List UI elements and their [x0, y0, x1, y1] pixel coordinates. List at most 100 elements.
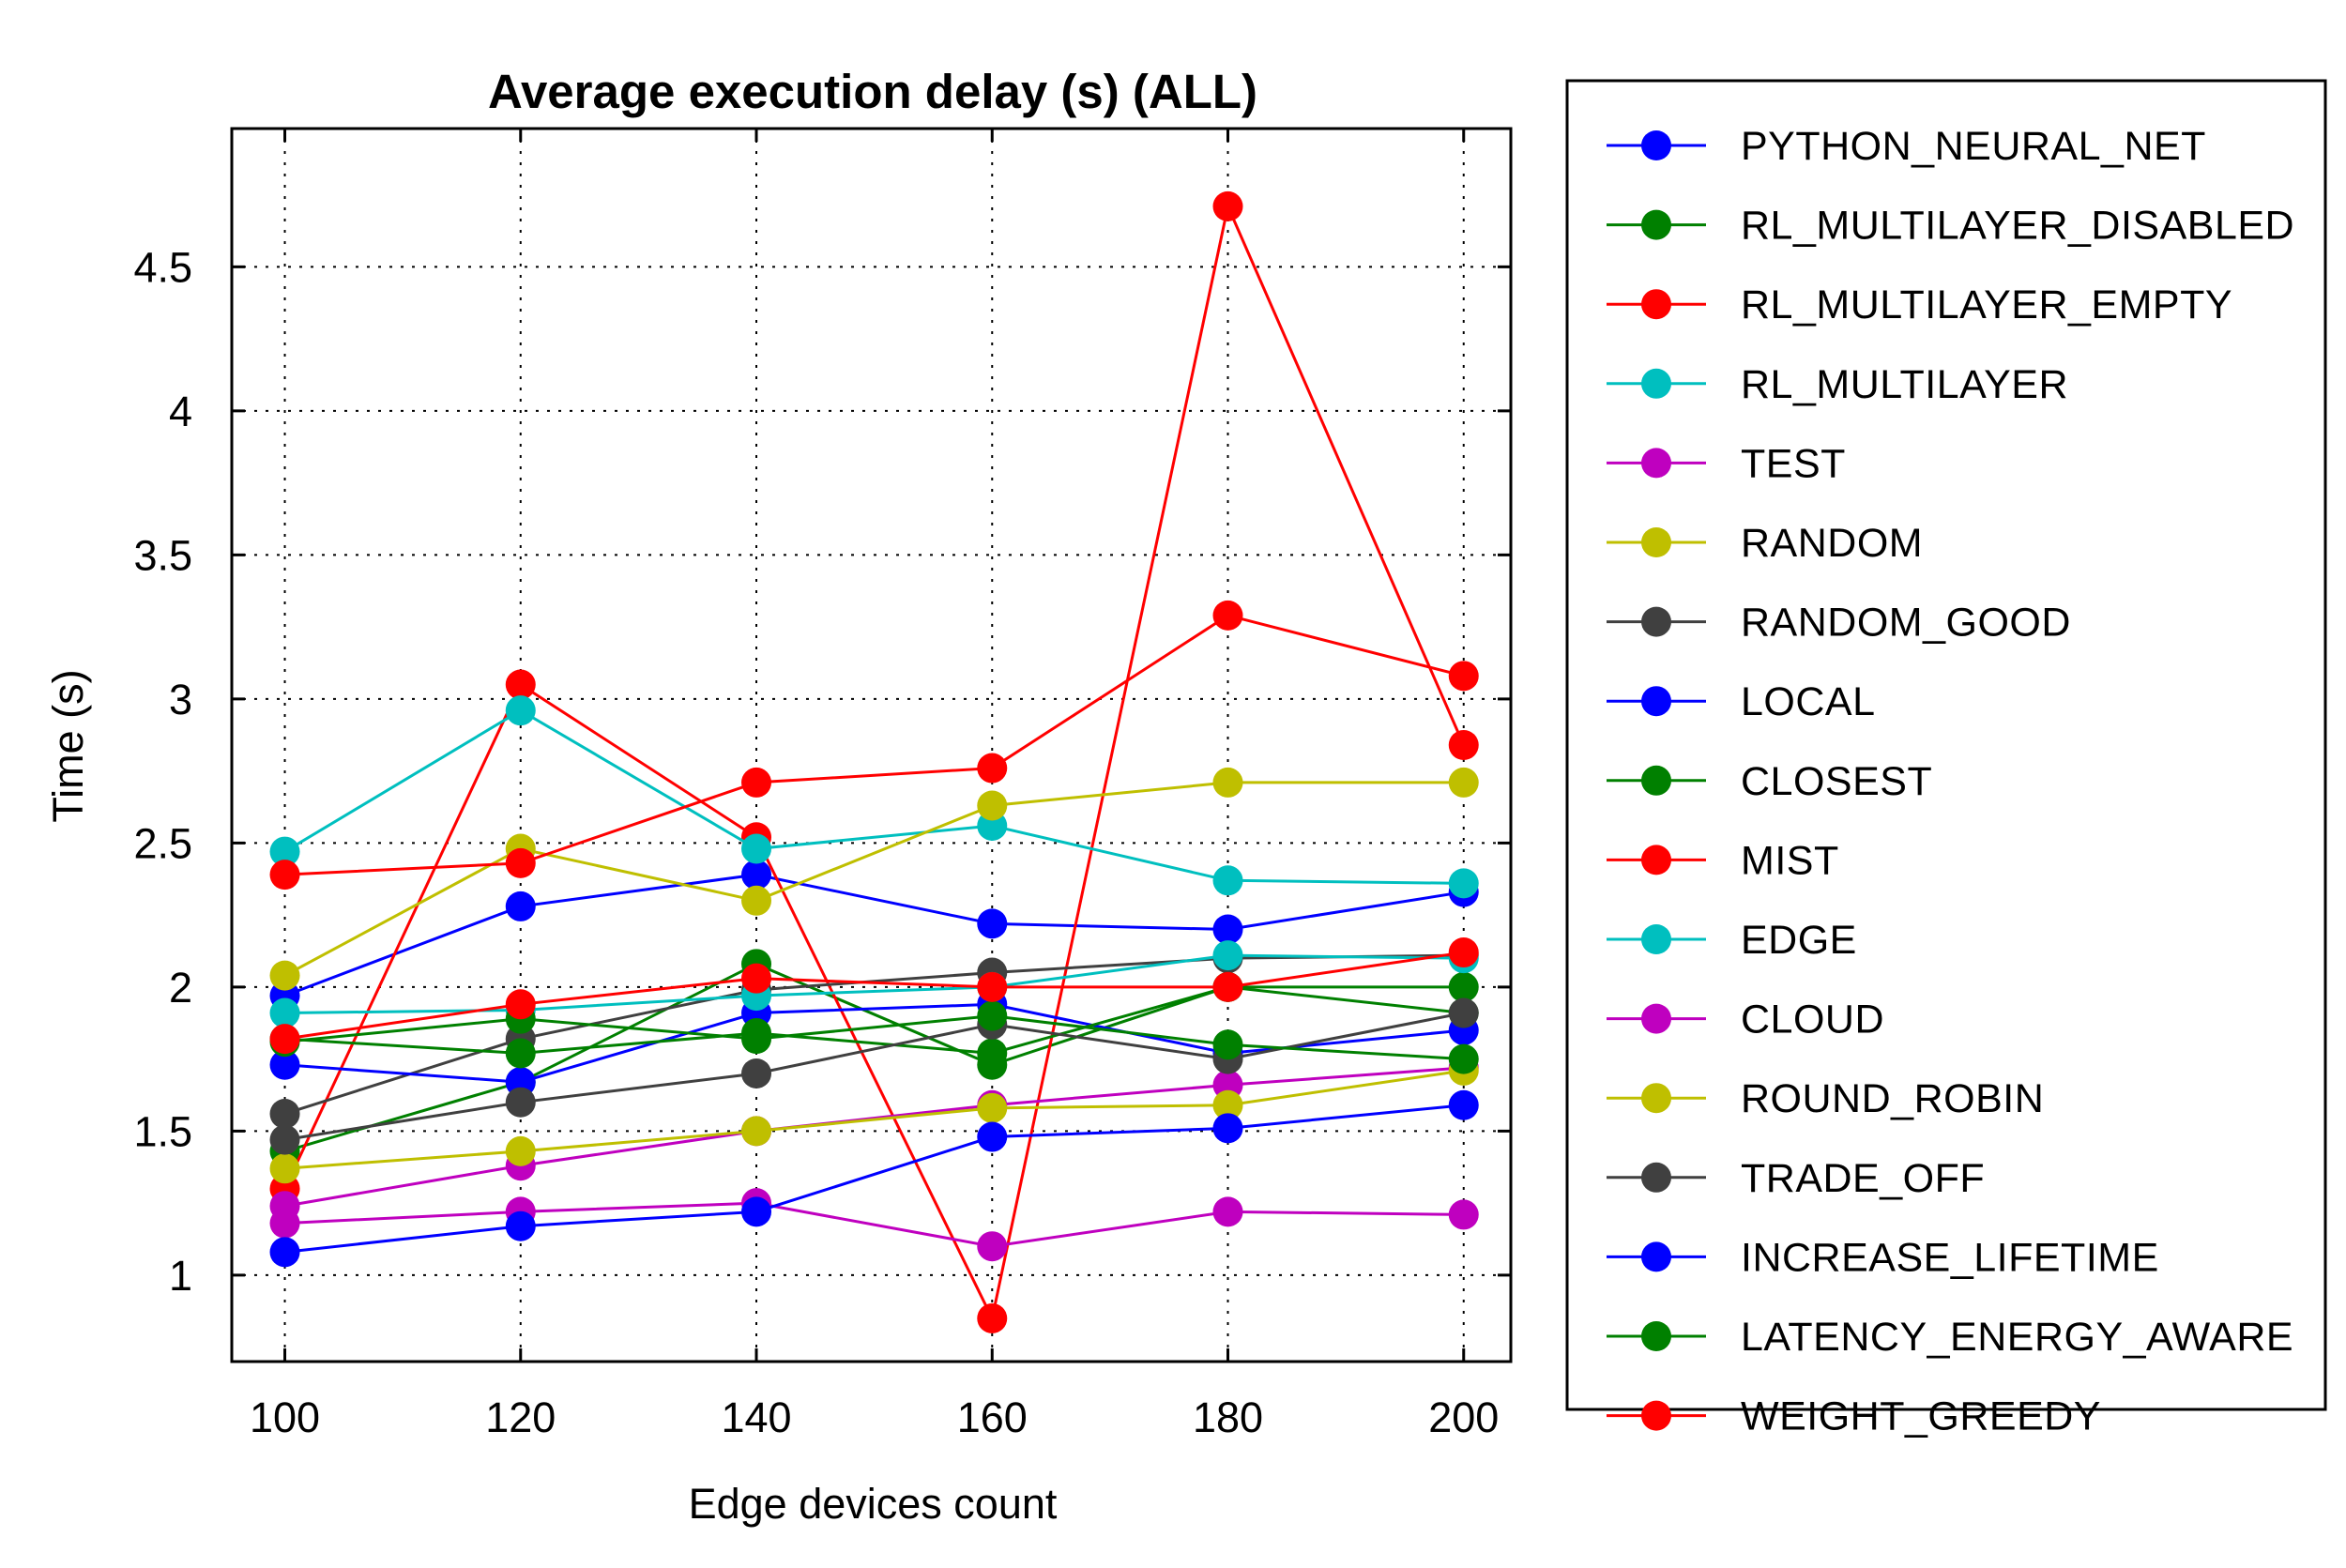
- legend-label: RANDOM: [1741, 521, 1923, 566]
- data-point: [977, 1231, 1008, 1262]
- data-point: [741, 1058, 772, 1088]
- data-point: [977, 1038, 1008, 1069]
- x-tick-label: 160: [957, 1393, 1028, 1441]
- data-point: [977, 1092, 1008, 1123]
- legend-item: CLOSEST: [1607, 759, 1932, 804]
- series-line: [283, 781, 1464, 977]
- series-line: [284, 1012, 1465, 1142]
- data-point: [741, 833, 772, 864]
- series-line: [284, 962, 1464, 1153]
- legend-item: RL_MULTILAYER_EMPTY: [1607, 282, 2232, 327]
- data-point: [1448, 971, 1479, 1002]
- legend-marker: [1641, 368, 1671, 399]
- legend-item: INCREASE_LIFETIME: [1607, 1235, 2159, 1280]
- series-line: [283, 873, 1464, 997]
- legend-label: PYTHON_NEURAL_NET: [1741, 124, 2206, 169]
- data-point: [741, 767, 772, 798]
- legend-label: TEST: [1741, 441, 1846, 486]
- legend: PYTHON_NEURAL_NET RL_MULTILAYER_DISABLED R…: [1565, 79, 2327, 1439]
- y-tick-label: 1.5: [133, 1107, 192, 1155]
- data-point: [269, 1153, 300, 1184]
- legend-label: RL_MULTILAYER_EMPTY: [1741, 282, 2232, 327]
- data-point: [741, 1116, 772, 1147]
- data-point: [741, 885, 772, 916]
- x-axis-label: Edge devices count: [689, 1480, 1058, 1528]
- data-point: [1212, 1113, 1243, 1144]
- data-point: [977, 908, 1008, 939]
- series-line: [284, 951, 1464, 1041]
- y-axis-label: Time (s): [44, 669, 92, 822]
- data-point: [1212, 971, 1243, 1002]
- legend-label: EDGE: [1741, 918, 1857, 963]
- legend-item: TRADE_OFF: [1607, 1156, 1985, 1201]
- legend-label: CLOUD: [1741, 997, 1884, 1043]
- series: [269, 940, 1479, 1129]
- legend-item: EDGE: [1607, 918, 1857, 963]
- data-point: [505, 1038, 536, 1069]
- data-point: [1212, 600, 1243, 631]
- legend-item: RL_MULTILAYER_DISABLED: [1607, 204, 2294, 249]
- legend-label: RL_MULTILAYER: [1741, 362, 2068, 407]
- legend-marker: [1641, 448, 1671, 479]
- legend-item: WEIGHT_GREEDY: [1607, 1394, 2101, 1439]
- legend-item: ROUND_ROBIN: [1607, 1076, 2044, 1121]
- data-point: [1212, 1089, 1243, 1120]
- legend-item: LATENCY_ENERGY_AWARE: [1607, 1315, 2293, 1360]
- legend-item: RANDOM: [1607, 521, 1923, 566]
- series: [269, 1188, 1479, 1262]
- legend-marker: [1641, 1400, 1671, 1431]
- data-point: [269, 1098, 300, 1129]
- data-point: [1212, 190, 1243, 221]
- data-point: [505, 695, 536, 726]
- data-point: [505, 847, 536, 878]
- legend-item: MIST: [1607, 838, 1838, 883]
- series: [269, 600, 1479, 891]
- data-point: [977, 1302, 1008, 1333]
- data-point: [1448, 1199, 1479, 1230]
- legend-marker: [1641, 1003, 1671, 1034]
- legend-label: TRADE_OFF: [1741, 1156, 1985, 1201]
- series-line: [284, 953, 1464, 1015]
- data-point: [1212, 865, 1243, 896]
- y-tick-label: 3.5: [133, 531, 192, 579]
- series-line: [284, 1002, 1464, 1084]
- data-point: [505, 989, 536, 1020]
- series-line: [284, 1014, 1464, 1061]
- legend-marker: [1641, 606, 1671, 637]
- data-point: [1448, 997, 1479, 1028]
- data-point: [1212, 1029, 1243, 1060]
- data-point: [977, 790, 1008, 821]
- data-point: [977, 971, 1008, 1002]
- y-tick-label: 2.5: [133, 819, 192, 867]
- legend-marker: [1641, 765, 1671, 796]
- data-point: [977, 1121, 1008, 1152]
- data-point: [741, 963, 772, 994]
- legend-label: ROUND_ROBIN: [1741, 1076, 2044, 1121]
- series-line: [284, 1104, 1464, 1254]
- legend-box: [1565, 79, 2327, 1411]
- data-point: [1212, 914, 1243, 945]
- series: [269, 1089, 1479, 1268]
- series-line: [284, 1069, 1464, 1170]
- x-tick-label: 200: [1428, 1393, 1499, 1441]
- legend-item: RL_MULTILAYER: [1607, 362, 2068, 407]
- data-point: [269, 1124, 300, 1155]
- data-point: [1448, 661, 1479, 692]
- x-tick-label: 180: [1193, 1393, 1263, 1441]
- y-tick-label: 4: [169, 388, 192, 435]
- legend-marker: [1641, 1321, 1671, 1351]
- data-point: [1448, 937, 1479, 968]
- x-tick-label: 100: [250, 1393, 320, 1441]
- legend-marker: [1641, 686, 1671, 717]
- legend-item: CLOUD: [1607, 997, 1884, 1043]
- legend-label: INCREASE_LIFETIME: [1741, 1235, 2159, 1280]
- legend-label: RANDOM_GOOD: [1741, 601, 2071, 646]
- data-point: [505, 891, 536, 921]
- data-point: [1448, 1089, 1479, 1120]
- chart-title: Average execution delay (s) (ALL): [488, 65, 1257, 118]
- series-line: [283, 708, 1464, 885]
- legend-marker: [1641, 130, 1671, 160]
- data-point: [269, 1024, 300, 1055]
